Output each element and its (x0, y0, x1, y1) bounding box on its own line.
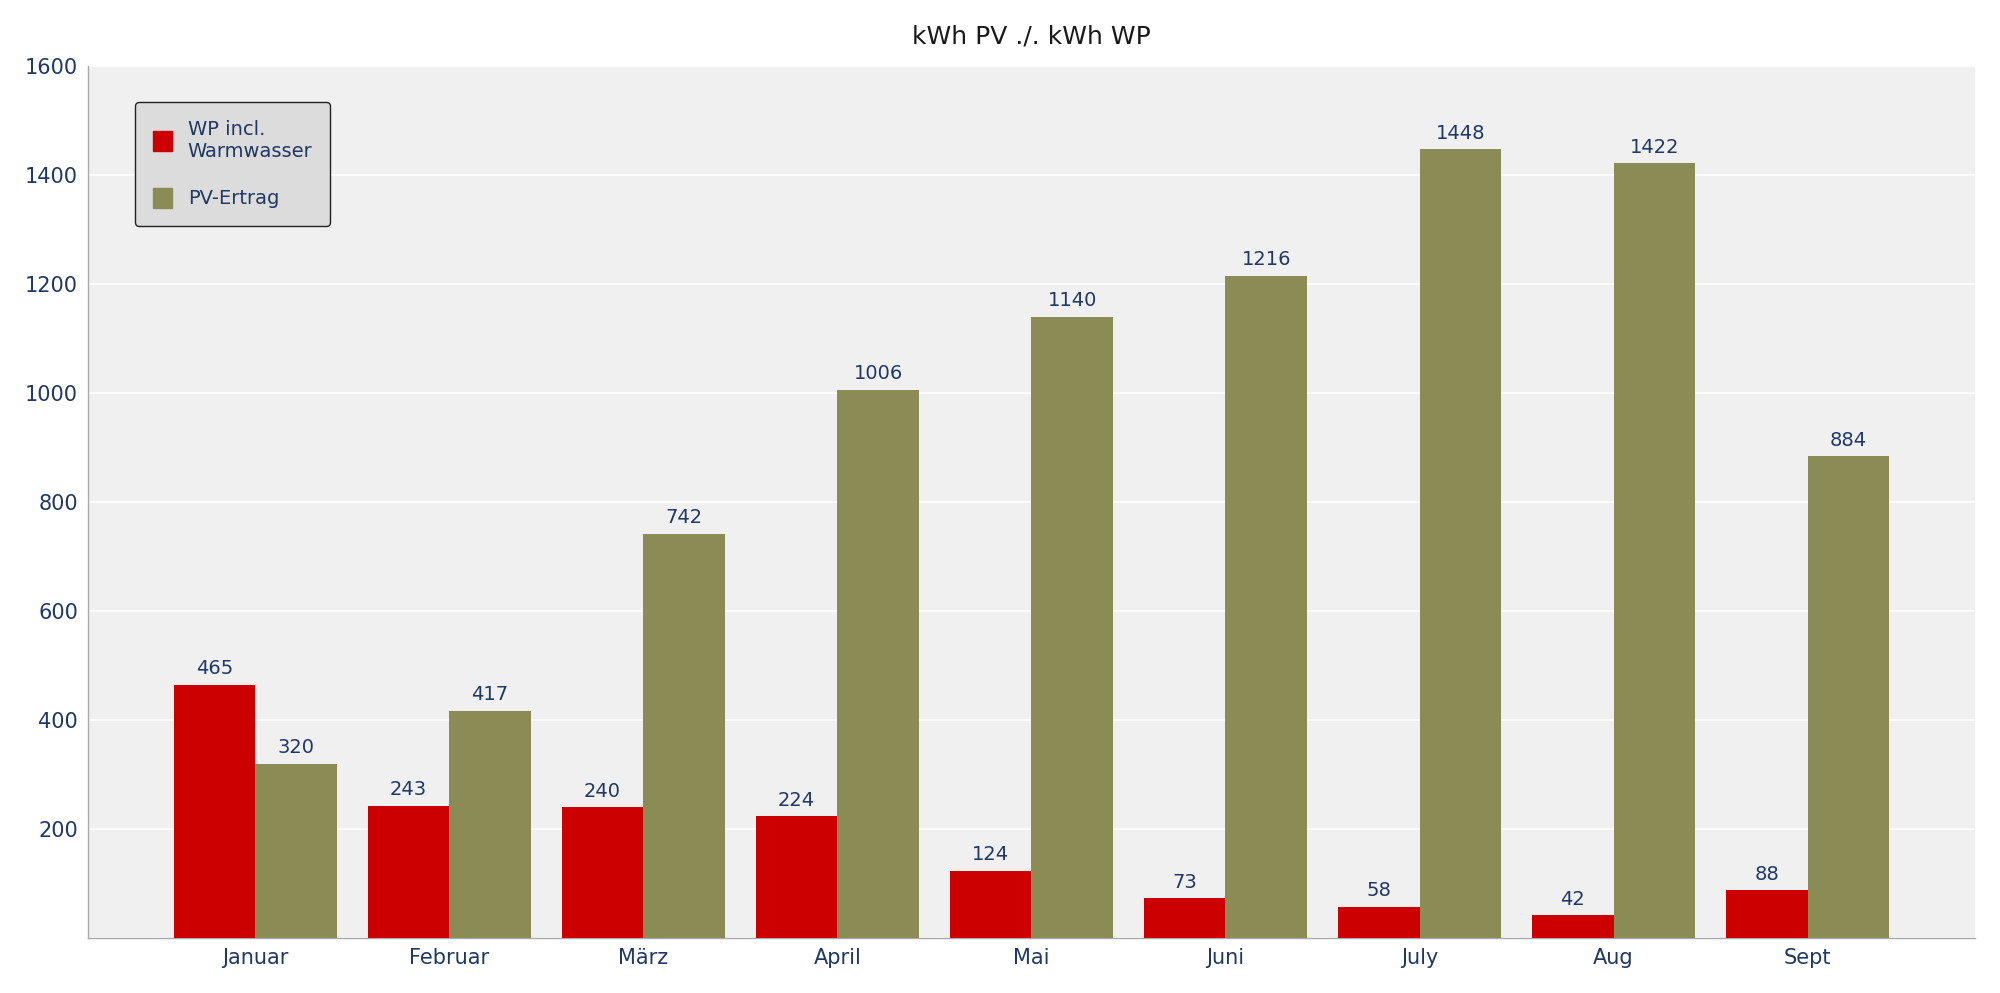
Text: 465: 465 (196, 659, 234, 678)
Text: 58: 58 (1366, 881, 1392, 900)
Bar (562, 807, 644, 938)
Bar (256, 764, 336, 938)
Bar (368, 806, 450, 938)
Text: 417: 417 (472, 685, 508, 704)
Text: 73: 73 (1172, 873, 1198, 892)
Text: 1422: 1422 (1630, 138, 1680, 157)
Text: 1216: 1216 (1242, 250, 1292, 269)
Legend: WP incl.
Warmwasser, PV-Ertrag: WP incl. Warmwasser, PV-Ertrag (136, 102, 330, 225)
Text: 88: 88 (1754, 865, 1780, 884)
Text: 1006: 1006 (854, 364, 902, 383)
Bar (1144, 899, 1226, 938)
Bar (1726, 891, 1808, 938)
Text: 224: 224 (778, 790, 816, 809)
Bar (644, 534, 724, 938)
Text: 243: 243 (390, 780, 428, 799)
Bar (450, 711, 530, 938)
Bar (1420, 149, 1502, 938)
Text: 742: 742 (666, 508, 702, 527)
Bar (1614, 163, 1696, 938)
Title: kWh PV ./. kWh WP: kWh PV ./. kWh WP (912, 25, 1150, 49)
Text: 42: 42 (1560, 890, 1586, 909)
Bar (756, 816, 838, 938)
Text: 240: 240 (584, 781, 622, 801)
Text: 124: 124 (972, 845, 1010, 864)
Text: 884: 884 (1830, 431, 1868, 450)
Text: 1140: 1140 (1048, 291, 1096, 311)
Bar (174, 685, 256, 938)
Text: 320: 320 (278, 739, 314, 758)
Bar (1808, 457, 1890, 938)
Bar (838, 390, 918, 938)
Bar (1226, 275, 1308, 938)
Bar (1338, 907, 1420, 938)
Text: 1448: 1448 (1436, 123, 1486, 143)
Bar (950, 871, 1032, 938)
Bar (1532, 916, 1614, 938)
Bar (1032, 317, 1112, 938)
